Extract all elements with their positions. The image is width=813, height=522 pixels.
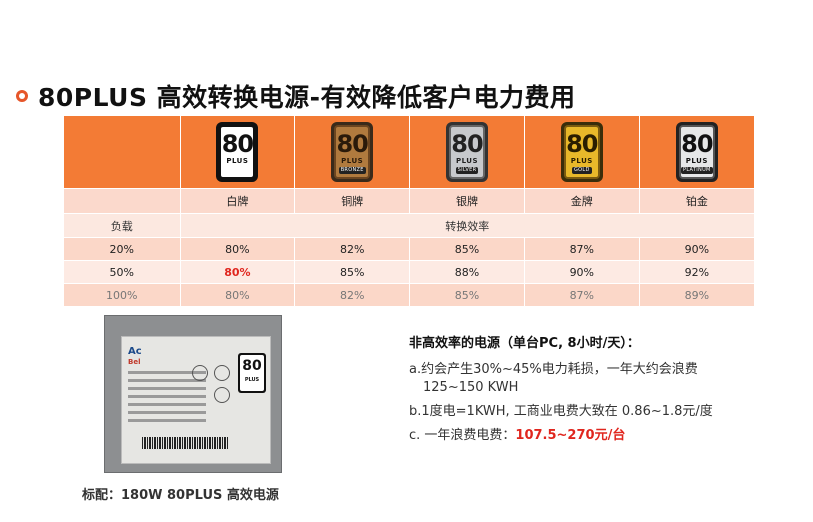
- badge-tier: PLATINUM: [681, 167, 713, 174]
- ccc-mark-icon: [214, 365, 230, 381]
- bullet-icon: [16, 90, 28, 102]
- badge-number: 80: [451, 130, 483, 158]
- barcode-icon: [142, 437, 228, 449]
- badge-cell-white: 80 PLUS: [180, 116, 296, 189]
- 80plus-gold-logo: 80 PLUS GOLD: [560, 122, 603, 182]
- value-cell: 85%: [409, 237, 525, 261]
- note-c: c. 一年浪费电费：107.5~270元/台: [409, 426, 713, 446]
- note-a: a.约会产生30%~45%电力耗损，一年大约会浪费 125~150 KWH: [409, 360, 713, 398]
- badge-tier: GOLD: [571, 167, 592, 174]
- value-cell: 89%: [639, 283, 754, 307]
- tier-name: 金牌: [524, 188, 640, 214]
- mini-badge-number: 80: [242, 358, 262, 374]
- value-cell: 85%: [294, 260, 411, 284]
- value-cell: 90%: [524, 260, 640, 284]
- badge-cell-empty: [64, 116, 181, 189]
- psu-photo: Ac Bel 80 PLUS: [104, 315, 282, 473]
- value-cell: 80%: [180, 283, 296, 307]
- badge-number: 80: [336, 130, 368, 158]
- tier-name-empty: [64, 188, 181, 214]
- psu-80plus-logo: 80 PLUS: [238, 353, 266, 393]
- badge-number: 80: [221, 130, 254, 158]
- badge-plus: PLUS: [455, 157, 479, 165]
- badge-tier: SILVER: [455, 167, 479, 174]
- badge-number: 80: [681, 130, 713, 158]
- value-cell: 88%: [409, 260, 525, 284]
- table-row: 20% 80% 82% 85% 87% 90%: [64, 237, 754, 261]
- efficiency-table: 80 PLUS 80 PLUS BRONZE 80 PLUS SILVER 80…: [64, 116, 754, 307]
- note-c-prefix: c. 一年浪费电费：: [409, 428, 516, 443]
- badge-plus: PLUS: [570, 157, 593, 165]
- value-cell: 87%: [524, 237, 640, 261]
- value-cell: 92%: [639, 260, 754, 284]
- badge-plus: PLUS: [226, 157, 249, 165]
- notes-block: 非高效率的电源（单台PC, 8小时/天）： a.约会产生30%~45%电力耗损，…: [409, 334, 713, 450]
- load-cell: 100%: [64, 283, 181, 307]
- warning-icon: [214, 387, 230, 403]
- load-cell: 50%: [64, 260, 181, 284]
- table-row: 100% 80% 82% 85% 87% 89%: [64, 283, 754, 307]
- psu-spec-lines: [128, 371, 206, 427]
- value-cell: 82%: [294, 283, 411, 307]
- badge-number: 80: [566, 130, 598, 158]
- value-cell: 85%: [409, 283, 525, 307]
- badge-cell-bronze: 80 PLUS BRONZE: [294, 116, 411, 189]
- psu-brand-logo: Ac Bel: [128, 347, 142, 367]
- note-a-line2: 125~150 KWH: [423, 380, 519, 395]
- note-a-line1: a.约会产生30%~45%电力耗损，一年大约会浪费: [409, 362, 698, 377]
- 80plus-platinum-logo: 80 PLUS PLATINUM: [675, 122, 718, 182]
- page-title: 80PLUS 高效转换电源-有效降低客户电力费用: [38, 83, 576, 112]
- badge-cell-platinum: 80 PLUS PLATINUM: [639, 116, 754, 189]
- badge-cell-silver: 80 PLUS SILVER: [409, 116, 525, 189]
- cert-mark-icon: [192, 365, 208, 381]
- value-cell-highlight: 80%: [180, 260, 296, 284]
- psu-label-sticker: Ac Bel 80 PLUS: [121, 336, 271, 464]
- psu-caption: 标配：180W 80PLUS 高效电源: [82, 488, 279, 503]
- badge-plus: PLUS: [341, 157, 364, 165]
- tier-name: 铂金: [639, 188, 754, 214]
- badge-row: 80 PLUS 80 PLUS BRONZE 80 PLUS SILVER 80…: [64, 116, 754, 189]
- table-row: 50% 80% 85% 88% 90% 92%: [64, 260, 754, 284]
- tier-name: 银牌: [409, 188, 525, 214]
- value-cell: 90%: [639, 237, 754, 261]
- psu-brand-text: Ac: [128, 346, 142, 357]
- value-cell: 80%: [180, 237, 296, 261]
- value-cell: 82%: [294, 237, 411, 261]
- tier-name-row: 白牌 铜牌 银牌 金牌 铂金: [64, 188, 754, 214]
- value-cell: 87%: [524, 283, 640, 307]
- 80plus-white-logo: 80 PLUS: [216, 122, 259, 182]
- notes-heading: 非高效率的电源（单台PC, 8小时/天）：: [409, 336, 640, 351]
- psu-brand-sub: Bel: [128, 358, 141, 366]
- badge-cell-gold: 80 PLUS GOLD: [524, 116, 640, 189]
- 80plus-bronze-logo: 80 PLUS BRONZE: [331, 122, 374, 182]
- badge-tier: BRONZE: [338, 167, 366, 174]
- tier-name: 白牌: [180, 188, 296, 214]
- load-header: 负载: [64, 213, 181, 238]
- mini-badge-plus: PLUS: [244, 377, 260, 383]
- note-b: b.1度电=1KWH, 工商业电费大致在 0.86~1.8元/度: [409, 404, 713, 419]
- badge-plus: PLUS: [685, 157, 708, 165]
- title-row: 80PLUS 高效转换电源-有效降低客户电力费用: [16, 78, 576, 114]
- tier-name: 铜牌: [294, 188, 411, 214]
- note-c-highlight: 107.5~270元/台: [515, 428, 626, 443]
- 80plus-silver-logo: 80 PLUS SILVER: [445, 122, 488, 182]
- efficiency-header: 转换效率: [180, 213, 754, 238]
- header-row: 负载 转换效率: [64, 213, 754, 238]
- load-cell: 20%: [64, 237, 181, 261]
